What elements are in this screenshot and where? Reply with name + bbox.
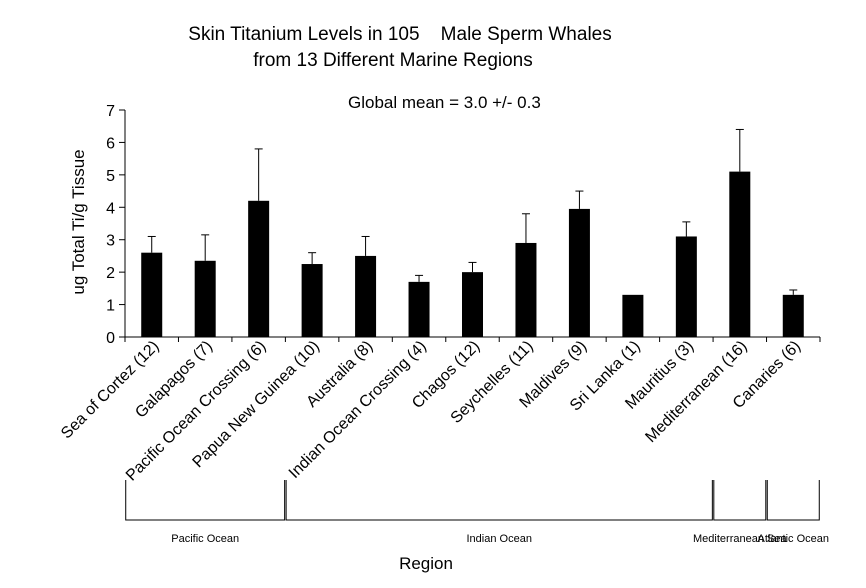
region-groups: Pacific Ocean Indian Ocean Mediterranean S…	[125, 480, 829, 545]
y-tick-label: 2	[106, 265, 115, 282]
region-bracket	[766, 480, 820, 521]
region-bracket	[125, 480, 286, 521]
bar	[141, 252, 163, 337]
y-tick-label: 1	[106, 298, 115, 315]
region-group-label: Indian Ocean	[467, 533, 532, 545]
axes: 0 1 2 3 4 5 6 7	[106, 103, 821, 347]
y-axis-label: ug Total Ti/g Tissue	[69, 149, 88, 294]
bar	[194, 260, 216, 337]
bar	[622, 294, 644, 337]
bar	[515, 242, 537, 337]
bar	[568, 208, 590, 337]
category-label: Sea of Cortez (12)	[58, 338, 162, 442]
y-tick-label: 4	[106, 200, 115, 217]
y-tick-label: 3	[106, 233, 115, 250]
chart-title-line2: from 13 Different Marine Regions	[253, 50, 533, 71]
bar	[729, 171, 751, 337]
bar	[301, 264, 323, 337]
bars: Sea of Cortez (12)Galapagos (7)Pacific O…	[58, 128, 804, 484]
y-tick-label: 0	[106, 330, 115, 347]
region-bracket	[285, 480, 713, 521]
y-tick-label: 6	[106, 135, 115, 152]
bar	[675, 236, 697, 337]
bar	[408, 281, 430, 337]
region-bracket	[713, 480, 767, 521]
region-group-label: Mediterranean Sea	[693, 533, 787, 545]
y-tick-label: 5	[106, 168, 115, 185]
y-tick-label: 7	[106, 103, 115, 120]
chart-title-line1: Skin Titanium Levels in 105 Male Sperm W…	[188, 24, 611, 45]
category-label: Mediterranean (16)	[642, 338, 750, 446]
bar	[248, 200, 270, 337]
x-axis-label: Region	[399, 554, 453, 573]
bar	[355, 255, 377, 337]
bar	[462, 272, 483, 337]
region-group-label: Atlantic Ocean	[757, 533, 829, 545]
global-mean-annotation: Global mean = 3.0 +/- 0.3	[348, 93, 541, 112]
region-group-label: Pacific Ocean	[171, 533, 239, 545]
bar	[782, 294, 804, 337]
